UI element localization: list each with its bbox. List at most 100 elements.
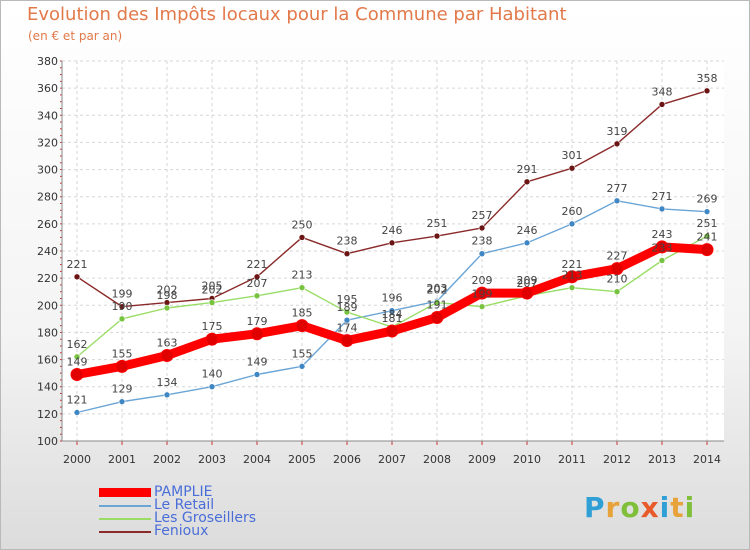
data-point [568, 220, 576, 228]
data-point [118, 315, 126, 323]
data-point [478, 224, 486, 232]
data-label: 221 [562, 258, 583, 271]
data-label: 140 [202, 368, 223, 381]
data-point [658, 257, 666, 264]
data-label: 227 [607, 250, 628, 263]
data-point [700, 243, 714, 257]
data-label: 260 [562, 205, 583, 218]
data-point [658, 101, 666, 108]
data-label: 319 [607, 125, 628, 138]
data-point [205, 332, 219, 346]
y-tick-label: 260 [37, 218, 58, 231]
data-label: 213 [562, 269, 583, 282]
data-label: 213 [292, 269, 313, 282]
data-label: 190 [112, 300, 133, 313]
data-point [703, 208, 711, 215]
data-point [385, 324, 399, 338]
legend-label: Fenioux [154, 523, 209, 539]
data-point [475, 286, 489, 300]
data-point [163, 391, 171, 399]
data-label: 175 [202, 320, 223, 333]
data-point [613, 197, 621, 205]
data-point [253, 371, 261, 378]
data-point [523, 239, 531, 247]
data-point [160, 349, 174, 362]
data-point [343, 308, 351, 316]
data-label: 207 [247, 277, 268, 290]
data-label: 251 [697, 217, 718, 230]
legend-item: Fenioux [99, 523, 256, 539]
data-point [208, 383, 216, 391]
data-label: 202 [427, 284, 448, 297]
data-point [388, 307, 396, 315]
legend-label: Le Retail [154, 497, 215, 513]
x-tick-label: 2007 [378, 453, 406, 466]
data-label: 162 [67, 338, 88, 351]
data-label: 257 [472, 209, 493, 222]
data-label: 301 [562, 149, 583, 162]
data-label: 205 [202, 280, 223, 293]
data-point [343, 250, 351, 258]
data-point [613, 288, 621, 296]
y-tick-label: 200 [37, 299, 58, 312]
x-tick-label: 2004 [243, 453, 271, 466]
data-point [253, 292, 261, 300]
data-point [118, 398, 126, 405]
data-point [73, 353, 81, 361]
proxiti-logo: Proxiti [584, 491, 696, 524]
data-label: 195 [337, 293, 358, 306]
legend-label: Les Groseillers [154, 510, 257, 526]
data-label: 246 [382, 224, 403, 237]
data-point [658, 205, 666, 213]
data-label: 209 [517, 274, 538, 287]
data-point [610, 262, 624, 276]
y-tick-label: 100 [37, 435, 58, 448]
data-point [703, 87, 711, 95]
chart-legend: PAMPLIE Le Retail Les Groseillers Fenioux [99, 485, 257, 539]
x-tick-label: 2006 [333, 453, 361, 466]
data-point [118, 303, 126, 310]
data-point [298, 363, 306, 370]
data-point [613, 140, 621, 148]
y-tick-label: 220 [37, 272, 58, 285]
data-label: 251 [427, 217, 448, 230]
data-point [163, 304, 171, 312]
data-label: 184 [382, 308, 403, 321]
data-label: 269 [697, 193, 718, 206]
x-tick-label: 2010 [513, 453, 541, 466]
data-point [298, 284, 306, 291]
data-label: 210 [607, 273, 628, 286]
y-tick-label: 380 [37, 55, 58, 68]
x-tick-label: 2005 [288, 453, 316, 466]
data-label: 348 [652, 85, 673, 98]
data-label: 241 [697, 231, 718, 244]
data-point [565, 270, 579, 284]
data-label: 250 [292, 218, 313, 231]
x-tick-label: 2003 [198, 453, 226, 466]
data-point [250, 327, 264, 341]
data-point [655, 240, 669, 254]
data-point [295, 319, 309, 333]
data-point [568, 164, 576, 172]
data-label: 174 [337, 322, 358, 335]
data-label: 129 [112, 383, 133, 396]
data-point [340, 334, 354, 348]
data-label: 149 [247, 356, 268, 369]
data-point [343, 316, 351, 324]
x-tick-label: 2000 [63, 453, 91, 466]
x-tick-label: 2008 [423, 453, 451, 466]
y-tick-label: 320 [37, 136, 58, 149]
data-point [520, 286, 534, 300]
data-point [703, 232, 711, 240]
data-label: 198 [157, 289, 178, 302]
data-point [568, 284, 576, 291]
x-tick-label: 2001 [108, 453, 136, 466]
data-point [433, 299, 441, 306]
chart-subtitle: (en € et par an) [28, 29, 123, 43]
x-tick-label: 2009 [468, 453, 496, 466]
data-label: 238 [337, 235, 358, 248]
data-label: 163 [157, 337, 178, 350]
x-tick-label: 2013 [648, 453, 676, 466]
